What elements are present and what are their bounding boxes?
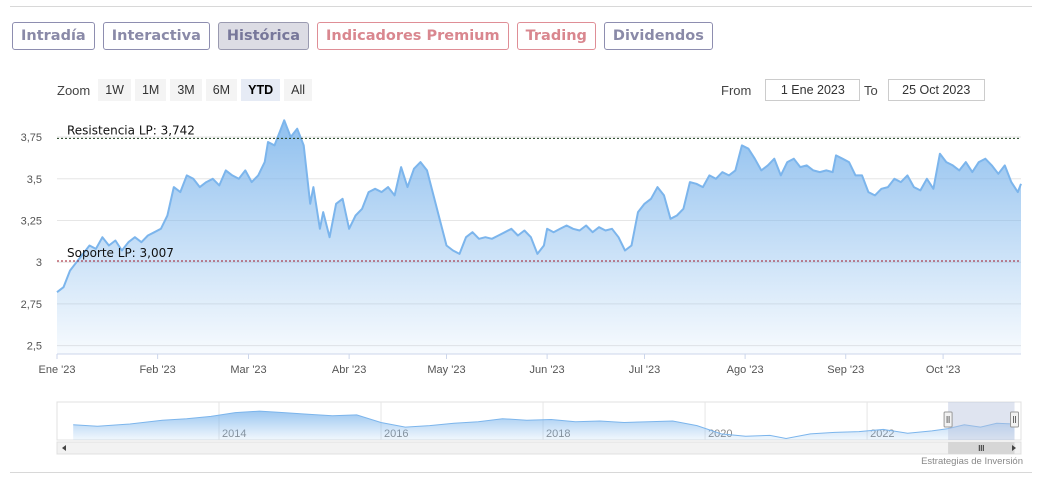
chart-credit[interactable]: Estrategias de Inversión	[921, 456, 1023, 467]
to-date-input[interactable]: 25 Oct 2023	[887, 79, 985, 101]
handle-grip	[943, 411, 953, 428]
y-tick-label: 3	[36, 257, 42, 269]
navigator-selection	[948, 402, 1015, 440]
y-tick-label: 2,5	[27, 341, 42, 353]
tab-indicadores-premium[interactable]: Indicadores Premium	[317, 22, 509, 50]
navigator-handle-right[interactable]	[1010, 411, 1020, 428]
navigator-line	[73, 410, 1015, 440]
tab-trading[interactable]: Trading	[516, 22, 596, 50]
tab-label: Indicadores Premium	[326, 28, 500, 44]
chart-tabs: Intradía Interactiva Histórica Indicador…	[12, 22, 713, 50]
x-tick-label: Sep '23	[827, 364, 864, 376]
from-date-input[interactable]: 1 Ene 2023	[765, 79, 861, 101]
x-tick-label: Mar '23	[230, 364, 266, 376]
date-range-to: To 25 Oct 2023	[864, 79, 985, 101]
zoom-button-1m[interactable]: 1M	[134, 79, 167, 101]
scroll-left-arrow-icon	[62, 445, 66, 451]
zoom-button-6m[interactable]: 6M	[205, 79, 238, 101]
x-tick-label: Abr '23	[332, 364, 367, 376]
tab-historica[interactable]: Histórica	[217, 22, 310, 50]
y-tick-label: 3,25	[21, 215, 42, 227]
y-tick-label: 2,75	[21, 299, 42, 311]
zoom-button-ytd[interactable]: YTD	[241, 79, 281, 101]
x-tick-label: Feb '23	[139, 364, 175, 376]
tab-label: Interactiva	[111, 28, 201, 44]
navigator-scrollbar[interactable]	[56, 441, 1022, 455]
handle-grip	[1010, 411, 1020, 428]
x-tick-label: Jul '23	[629, 364, 660, 376]
price-line	[56, 119, 1022, 293]
navigator-handle-left[interactable]	[943, 411, 953, 428]
top-divider	[10, 6, 1032, 7]
resistance-label: Resistencia LP: 3,742	[67, 123, 195, 137]
tab-interactiva[interactable]: Interactiva	[102, 22, 210, 50]
zoom-button-3m[interactable]: 3M	[170, 79, 202, 101]
y-tick-label: 3,5	[27, 174, 42, 186]
tab-label: Histórica	[226, 28, 301, 44]
y-tick-label: 3,75	[21, 132, 42, 144]
price-area	[57, 120, 1021, 354]
to-label: To	[864, 82, 878, 98]
date-range-from: From 1 Ene 2023	[721, 79, 861, 101]
tab-label: Trading	[525, 28, 587, 44]
x-tick-label: Jun '23	[530, 364, 565, 376]
bottom-divider	[10, 472, 1032, 473]
navigator-area	[73, 411, 1015, 440]
tab-label: Dividendos	[612, 28, 704, 44]
scroll-right-arrow-icon	[1012, 445, 1016, 451]
x-tick-label: Oct '23	[926, 364, 961, 376]
scrollbar-track	[56, 441, 1022, 455]
from-label: From	[721, 82, 752, 98]
tab-label: Intradía	[21, 28, 86, 44]
zoom-button-all[interactable]: All	[284, 79, 313, 101]
tab-dividendos[interactable]: Dividendos	[603, 22, 713, 50]
x-tick-label: Ago '23	[727, 364, 764, 376]
x-tick-label: May '23	[427, 364, 465, 376]
support-label: Soporte LP: 3,007	[67, 246, 174, 260]
zoom-label: Zoom	[57, 82, 91, 98]
zoom-button-1w[interactable]: 1W	[98, 79, 131, 101]
tab-intradia[interactable]: Intradía	[12, 22, 95, 50]
zoom-selector: Zoom 1W 1M 3M 6M YTD All	[57, 79, 316, 101]
x-tick-label: Ene '23	[39, 364, 76, 376]
